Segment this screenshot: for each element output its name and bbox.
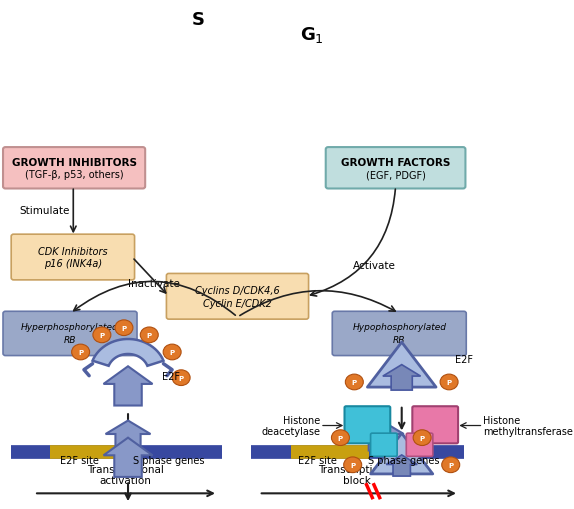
- Circle shape: [115, 320, 133, 336]
- Text: P: P: [179, 375, 184, 381]
- FancyBboxPatch shape: [3, 148, 145, 189]
- Text: RB: RB: [393, 335, 405, 345]
- Wedge shape: [92, 0, 386, 123]
- Text: E2F site: E2F site: [60, 456, 99, 465]
- Text: Cyclins D/CDK4,6: Cyclins D/CDK4,6: [195, 286, 280, 295]
- Text: Hyperphosphorylated: Hyperphosphorylated: [21, 323, 119, 332]
- Text: P: P: [420, 435, 425, 441]
- Text: S phase genes: S phase genes: [133, 456, 204, 465]
- FancyBboxPatch shape: [344, 407, 390, 443]
- FancyBboxPatch shape: [325, 148, 466, 189]
- Text: P: P: [350, 462, 355, 468]
- Text: P: P: [352, 380, 357, 385]
- Polygon shape: [106, 420, 150, 450]
- Text: (EGF, PDGF): (EGF, PDGF): [366, 170, 425, 180]
- Text: E2F: E2F: [455, 354, 473, 364]
- Text: P: P: [147, 332, 152, 338]
- Text: P: P: [338, 435, 343, 441]
- Text: P: P: [99, 332, 104, 338]
- Polygon shape: [92, 340, 164, 366]
- FancyBboxPatch shape: [406, 433, 433, 457]
- Text: GROWTH INHIBITORS: GROWTH INHIBITORS: [11, 158, 137, 168]
- Polygon shape: [383, 365, 421, 390]
- Circle shape: [331, 430, 350, 445]
- Circle shape: [172, 370, 190, 386]
- Circle shape: [72, 345, 90, 360]
- Polygon shape: [103, 366, 153, 406]
- Circle shape: [140, 327, 158, 343]
- Polygon shape: [367, 343, 436, 387]
- FancyBboxPatch shape: [371, 433, 397, 457]
- Text: (TGF-β, p53, others): (TGF-β, p53, others): [25, 170, 123, 180]
- Circle shape: [344, 457, 362, 473]
- Text: CDK Inhibitors: CDK Inhibitors: [38, 246, 108, 256]
- FancyBboxPatch shape: [3, 312, 137, 356]
- Text: Cyclin E/CDK2: Cyclin E/CDK2: [203, 298, 272, 308]
- Text: P: P: [121, 325, 126, 331]
- Circle shape: [93, 327, 111, 343]
- Text: Activate: Activate: [352, 261, 395, 271]
- Text: E2F: E2F: [162, 372, 180, 381]
- Circle shape: [413, 430, 431, 445]
- Text: p16 (INK4a): p16 (INK4a): [44, 259, 102, 269]
- Text: S: S: [191, 11, 204, 29]
- Text: GROWTH FACTORS: GROWTH FACTORS: [341, 158, 450, 168]
- Polygon shape: [391, 375, 412, 387]
- Circle shape: [440, 375, 458, 390]
- Polygon shape: [103, 438, 153, 477]
- Text: P: P: [169, 350, 174, 356]
- Text: Transcriptional
activation: Transcriptional activation: [87, 464, 164, 486]
- Text: P: P: [78, 350, 83, 356]
- Text: RB: RB: [64, 335, 76, 345]
- Text: G$_1$: G$_1$: [300, 25, 324, 45]
- Circle shape: [163, 345, 181, 360]
- Text: S phase genes: S phase genes: [367, 456, 439, 465]
- Polygon shape: [359, 420, 404, 450]
- Text: E2F site: E2F site: [298, 456, 337, 465]
- Text: Inactivate: Inactivate: [128, 279, 180, 289]
- Polygon shape: [393, 463, 411, 474]
- Polygon shape: [386, 455, 417, 476]
- Text: Stimulate: Stimulate: [20, 206, 69, 216]
- Polygon shape: [371, 433, 433, 474]
- Wedge shape: [150, 41, 328, 123]
- FancyBboxPatch shape: [332, 312, 466, 356]
- FancyBboxPatch shape: [166, 274, 309, 320]
- Text: P: P: [448, 462, 453, 468]
- Text: Histone
methyltransferase: Histone methyltransferase: [483, 415, 573, 436]
- Text: P: P: [447, 380, 452, 385]
- FancyBboxPatch shape: [412, 407, 458, 443]
- Text: Histone
deacetylase: Histone deacetylase: [261, 415, 320, 436]
- Text: Transcriptional
block: Transcriptional block: [319, 464, 395, 486]
- Circle shape: [442, 457, 460, 473]
- Text: Hypophosphorylated: Hypophosphorylated: [352, 323, 446, 332]
- Circle shape: [346, 375, 363, 390]
- FancyBboxPatch shape: [11, 235, 134, 280]
